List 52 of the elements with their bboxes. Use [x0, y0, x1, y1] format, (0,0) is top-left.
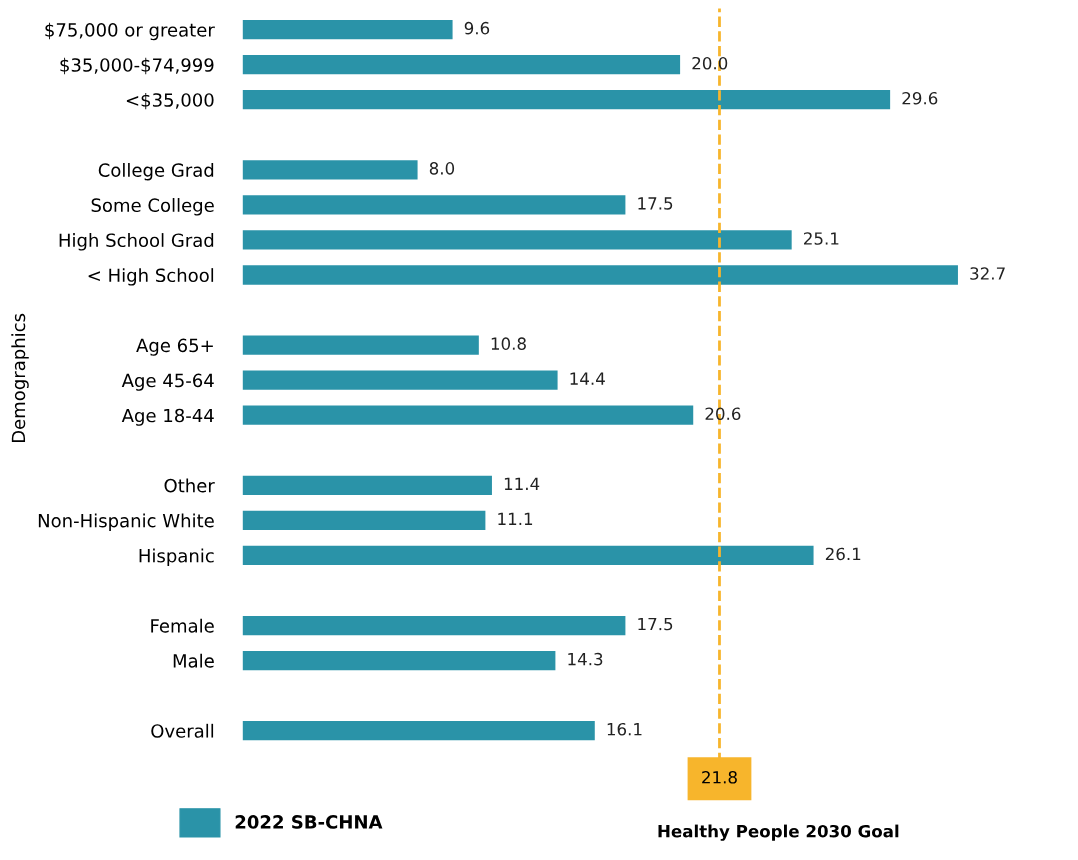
- data-label: 29.6: [902, 91, 938, 105]
- data-label: 26.1: [825, 547, 861, 561]
- bar: [242, 545, 814, 566]
- data-label: 16.1: [607, 722, 642, 736]
- bar: [242, 370, 558, 390]
- data-label: 11.1: [498, 512, 533, 525]
- bar: [242, 19, 453, 40]
- data-label: 14.3: [568, 652, 603, 666]
- data-label: 10.8: [491, 337, 526, 350]
- ref-line-label: 21.8: [702, 770, 737, 784]
- y-tick-label: Age 65+: [136, 338, 213, 356]
- bar: [242, 160, 418, 180]
- data-label: 9.6: [464, 21, 490, 35]
- bar: [242, 265, 958, 285]
- y-tick-label: Age 45-64: [121, 373, 214, 391]
- y-tick-label: Female: [151, 618, 214, 633]
- legend-label: 2022 SB-CHNA: [235, 815, 383, 829]
- data-label: 20.6: [705, 407, 741, 421]
- data-label: 14.4: [570, 372, 605, 385]
- data-label: 20.0: [692, 56, 728, 70]
- y-tick-label: $35,000-$74,999: [60, 57, 214, 75]
- y-tick-label: College Grad: [98, 162, 214, 181]
- y-axis-title: Demographics: [11, 313, 29, 443]
- y-tick-label: Hispanic: [139, 548, 214, 567]
- bar: [242, 335, 479, 355]
- y-tick-label: Some College: [91, 198, 214, 216]
- data-label: 8.0: [429, 162, 455, 175]
- text: Healthy People 2030 Goal: [658, 824, 899, 841]
- data-label: 17.5: [638, 197, 673, 210]
- y-tick-label: Male: [173, 653, 214, 668]
- y-tick-label: Other: [164, 478, 215, 493]
- y-tick-label: $75,000 or greater: [45, 22, 215, 41]
- bar: [242, 230, 792, 250]
- bar: [242, 721, 595, 741]
- y-tick-label: Non-Hispanic White: [38, 513, 214, 531]
- bar: [242, 195, 626, 215]
- data-label: 11.4: [504, 477, 540, 490]
- data-label: 32.7: [970, 267, 1005, 280]
- bar: [242, 475, 492, 495]
- y-tick-label: <$35,000: [126, 92, 214, 110]
- bar: [242, 405, 694, 425]
- bar: [242, 650, 556, 671]
- y-tick-label: Age 18-44: [121, 408, 214, 426]
- data-label: 17.5: [638, 617, 673, 631]
- bar: [242, 90, 891, 110]
- data-label: 25.1: [804, 232, 839, 245]
- bar: [242, 55, 681, 75]
- bar: [242, 615, 626, 636]
- y-tick-label: < High School: [88, 268, 214, 286]
- bar: [242, 510, 486, 530]
- y-tick-label: Overall: [151, 723, 214, 738]
- y-tick-label: High School Grad: [59, 233, 214, 251]
